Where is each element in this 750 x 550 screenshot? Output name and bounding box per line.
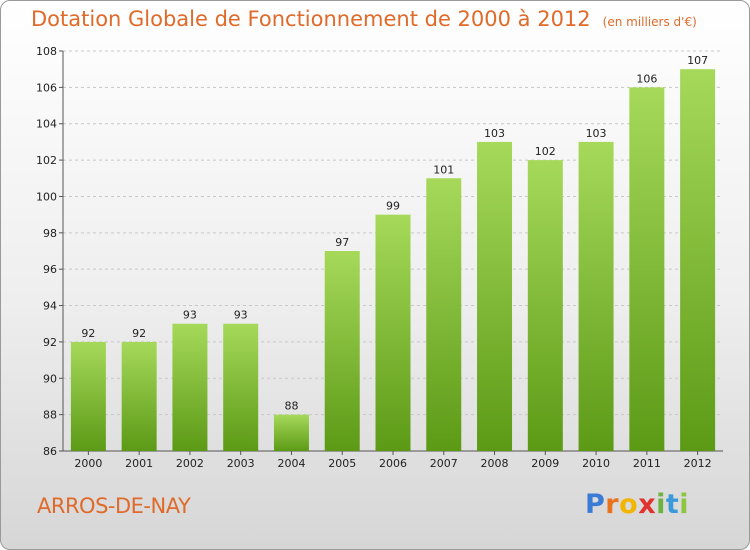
y-tick-label: 94 (43, 300, 57, 313)
chart-title-text: Dotation Globale de Fonctionnement de 20… (31, 7, 591, 31)
bar (172, 323, 208, 451)
logo-letter: r (605, 489, 620, 520)
bar-value-label: 107 (687, 54, 708, 67)
x-tick-label: 2002 (176, 457, 204, 470)
x-tick-label: 2004 (277, 457, 305, 470)
y-tick-label: 104 (36, 118, 57, 131)
bar (70, 341, 106, 451)
logo-letter: x (638, 489, 657, 520)
logo-letter: i (656, 489, 666, 520)
x-tick-label: 2007 (430, 457, 458, 470)
bar (578, 141, 614, 451)
bars (70, 69, 716, 452)
x-tick-label: 2009 (531, 457, 559, 470)
bar (121, 341, 157, 451)
labels: 86 88 90 92 94 96 98 100 102 104 106 108 92 2000 92 200… (36, 45, 712, 470)
proxiti-logo[interactable]: Proxiti (585, 489, 689, 520)
bar-value-label: 88 (284, 400, 298, 413)
x-tick-label: 2010 (582, 457, 610, 470)
x-tick-label: 2011 (633, 457, 661, 470)
logo-letter: t (665, 489, 680, 520)
bar-value-label: 103 (484, 127, 505, 140)
bar-value-label: 93 (183, 309, 197, 322)
bar (527, 160, 563, 451)
bar-value-label: 102 (535, 145, 556, 158)
bar-value-label: 92 (81, 327, 95, 340)
y-tick-label: 106 (36, 81, 57, 94)
y-tick-label: 92 (43, 336, 57, 349)
x-tick-label: 2000 (74, 457, 102, 470)
x-tick-label: 2003 (227, 457, 255, 470)
bar (629, 87, 665, 451)
bar-value-label: 101 (433, 163, 454, 176)
y-tick-label: 100 (36, 190, 57, 203)
bar-value-label: 106 (636, 72, 657, 85)
logo-letter: i (679, 489, 690, 520)
bar (273, 414, 309, 451)
chart-subtitle: (en milliers d'€) (602, 15, 697, 29)
bar-value-label: 92 (132, 327, 146, 340)
y-tick-label: 88 (43, 409, 57, 422)
logo-letter: P (585, 489, 606, 520)
commune-name: ARROS-DE-NAY (37, 494, 191, 518)
bar-value-label: 99 (386, 200, 400, 213)
bar-value-label: 93 (234, 309, 248, 322)
bar (477, 141, 513, 451)
y-tick-label: 98 (43, 227, 57, 240)
chart-title: Dotation Globale de Fonctionnement de 20… (31, 7, 697, 31)
y-tick-label: 90 (43, 372, 57, 385)
logo-letter: o (619, 489, 639, 520)
bar-value-label: 103 (586, 127, 607, 140)
x-tick-label: 2005 (328, 457, 356, 470)
bar (426, 178, 462, 452)
y-tick-label: 86 (43, 445, 57, 458)
x-tick-label: 2012 (684, 457, 712, 470)
y-tick-label: 108 (36, 45, 57, 58)
x-tick-label: 2006 (379, 457, 407, 470)
x-tick-label: 2001 (125, 457, 153, 470)
x-tick-label: 2008 (481, 457, 509, 470)
bar (680, 69, 716, 451)
bar (375, 214, 411, 451)
bar (324, 251, 360, 451)
y-tick-label: 96 (43, 263, 57, 276)
bar-value-label: 97 (335, 236, 349, 249)
bar (223, 323, 259, 451)
y-tick-label: 102 (36, 154, 57, 167)
